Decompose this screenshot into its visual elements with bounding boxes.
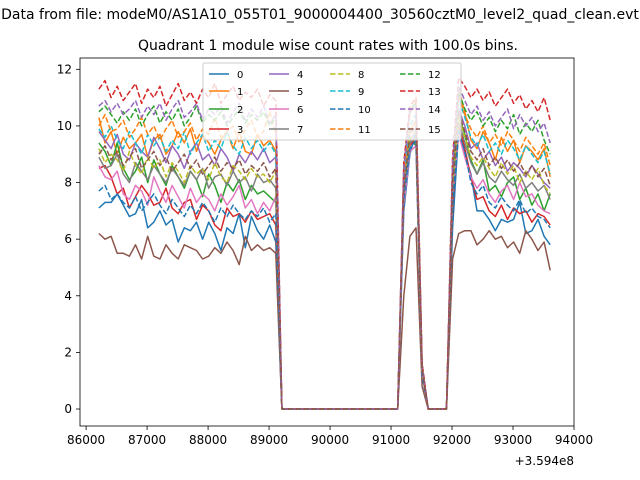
y-tick-label: 8: [64, 176, 72, 190]
legend-label-15: 15: [428, 125, 441, 136]
legend-label-10: 10: [358, 105, 371, 116]
x-tick-label: 91000: [372, 433, 410, 447]
x-tick-label: 88000: [189, 433, 227, 447]
legend-label-7: 7: [297, 125, 303, 136]
legend-label-1: 1: [237, 87, 243, 98]
x-tick-label: 87000: [128, 433, 166, 447]
x-tick-label: 89000: [250, 433, 288, 447]
series-lines: [98, 77, 551, 410]
legend-label-3: 3: [237, 125, 243, 136]
y-tick-label: 2: [64, 345, 72, 359]
series-line-15: [98, 111, 551, 410]
legend-label-8: 8: [358, 70, 364, 81]
legend-label-9: 9: [358, 87, 364, 98]
legend-label-0: 0: [237, 70, 243, 81]
x-tick-label: 92000: [433, 433, 471, 447]
x-tick-label: 86000: [67, 433, 105, 447]
series-line-8: [98, 116, 551, 410]
x-tick-label: 93000: [494, 433, 532, 447]
legend-label-12: 12: [428, 70, 441, 81]
legend-label-14: 14: [428, 105, 441, 116]
legend-label-11: 11: [358, 125, 371, 136]
x-offset-label: +3.594e8: [515, 454, 574, 468]
x-tick-label: 90000: [311, 433, 349, 447]
figure-suptitle: Data from file: modeM0/AS1A10_055T01_900…: [1, 7, 639, 23]
y-axis-ticks: 0 2 4 6 8 10 12: [57, 62, 80, 416]
chart-title: Quadrant 1 module wise count rates with …: [138, 38, 518, 54]
legend-label-4: 4: [297, 70, 303, 81]
series-line-9: [98, 96, 551, 410]
legend-label-13: 13: [428, 87, 441, 98]
legend-label-2: 2: [237, 105, 243, 116]
y-tick-label: 10: [57, 119, 72, 133]
y-tick-label: 6: [64, 232, 72, 246]
legend-label-6: 6: [297, 105, 303, 116]
legend-label-5: 5: [297, 87, 303, 98]
x-tick-label: 94000: [555, 433, 593, 447]
plot-frame: [79, 57, 575, 427]
legend-box: [202, 62, 462, 141]
y-tick-label: 12: [57, 62, 72, 76]
y-tick-label: 4: [64, 289, 72, 303]
y-tick-label: 0: [64, 402, 72, 416]
x-axis-ticks: 86000 87000 88000 89000 90000 91000 92000 93000…: [67, 426, 593, 447]
